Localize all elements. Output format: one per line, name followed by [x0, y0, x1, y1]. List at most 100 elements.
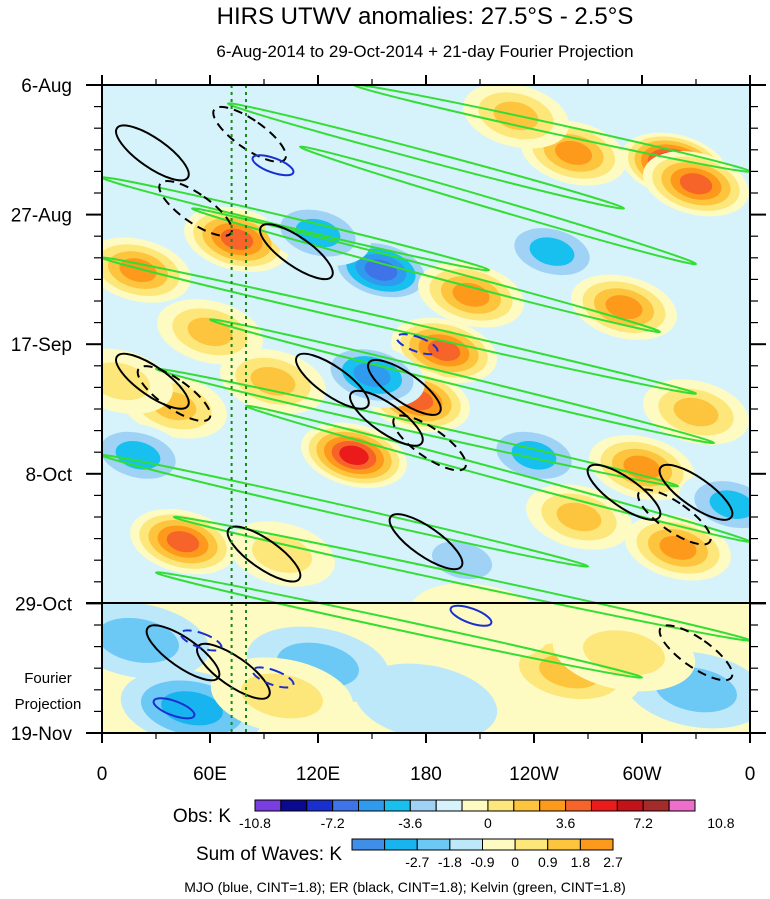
projection-label-line2: Projection	[15, 696, 82, 713]
er-contour	[388, 513, 464, 571]
anomaly-level	[709, 490, 750, 519]
colorbar-swatch	[514, 838, 549, 851]
projection-label-line1: Fourier	[24, 670, 72, 687]
projection-cell	[354, 663, 498, 733]
colorbar-level-label: 0.9	[538, 854, 558, 870]
kelvin-contour	[102, 256, 698, 395]
anomaly-level	[555, 140, 593, 165]
x-tick-label: 0	[745, 764, 756, 785]
reference-lines	[230, 85, 247, 733]
projection-level	[354, 663, 498, 733]
mjo-contour	[251, 154, 295, 177]
colorbar-level-label: -3.6	[398, 815, 422, 831]
colorbar-level-label: 0	[511, 854, 519, 870]
chart-title: HIRS UTWV anomalies: 27.5°S - 2.5°S	[217, 3, 634, 30]
waves-colorbar: -2.7 -1.8 -0.9 0 0.9 1.8 2.7	[351, 838, 623, 870]
anomaly-level	[427, 339, 461, 361]
anomaly-level	[556, 502, 602, 532]
anomaly-cell	[301, 422, 407, 488]
colorbar-swatch	[416, 838, 451, 851]
colorbar-level-label: 2.7	[603, 854, 623, 870]
colorbar-swatch	[449, 838, 483, 851]
anomaly-level	[102, 362, 151, 401]
colorbar-swatch	[358, 799, 385, 812]
x-tick-label: 60E	[193, 764, 227, 785]
colorbar-swatch	[351, 838, 386, 851]
colorbar-swatch	[482, 838, 516, 851]
er-contour	[212, 105, 287, 163]
waves-colorbar-label: Sum of Waves: K	[196, 844, 342, 865]
colorbar-level-label: 7.2	[634, 815, 654, 831]
colorbar-swatch	[306, 799, 334, 812]
er-contour	[586, 463, 662, 521]
anomaly-level	[673, 397, 719, 427]
colorbar-swatch	[254, 799, 282, 812]
obs-colorbar-label: Obs: K	[173, 806, 231, 827]
anomaly-cell	[625, 515, 731, 581]
colorbar-swatch	[565, 799, 592, 812]
anomaly-cell	[220, 348, 326, 414]
colorbar-swatch	[435, 799, 463, 812]
colorbar-swatch	[579, 838, 614, 851]
x-axis: 0 60E 120E 180 120W 60W 0	[97, 75, 756, 785]
anomaly-cell	[679, 471, 750, 538]
x-tick-label: 120E	[296, 764, 340, 785]
mjo-contour	[251, 666, 295, 689]
er-contour	[637, 488, 712, 546]
colorbar-swatch	[409, 799, 437, 812]
colorbar-swatch	[461, 799, 489, 812]
x-tick-label: 60W	[622, 764, 661, 785]
anomaly-level	[659, 535, 697, 560]
mjo-contour	[179, 629, 223, 652]
anomaly-level	[679, 173, 713, 195]
anomaly-level	[339, 445, 369, 465]
y-tick-label: 29-Oct	[15, 594, 73, 615]
colorbar-swatch	[383, 799, 411, 812]
anomaly-cell	[571, 274, 677, 340]
er-contour	[658, 624, 734, 682]
colorbar-level-label: 1.8	[571, 854, 591, 870]
mjo-contour	[449, 604, 493, 627]
kelvin-contour	[244, 404, 750, 543]
colorbar-swatch	[668, 799, 696, 812]
er-contour	[349, 389, 424, 447]
colorbar-swatch	[590, 799, 618, 812]
mjo-contour	[152, 697, 196, 720]
y-tick-label: 8-Oct	[26, 465, 73, 486]
anomaly-level	[529, 237, 575, 266]
anomaly-cell	[130, 509, 236, 575]
kelvin-contour	[208, 318, 716, 445]
x-tick-label: 0	[97, 764, 108, 785]
colorbar-swatch	[642, 799, 670, 812]
colorbar-level-label: 0	[484, 815, 492, 831]
colorbar-level-label: 3.6	[556, 815, 576, 831]
colorbar-level-label: -7.2	[321, 815, 345, 831]
y-tick-label: 17-Sep	[11, 335, 72, 356]
kelvin-contour	[298, 145, 698, 266]
colorbar-swatch	[539, 799, 567, 812]
er-contour	[226, 525, 302, 583]
kelvin-contour	[154, 571, 644, 679]
colorbar-level-label: -2.7	[405, 854, 429, 870]
projection-level	[583, 630, 665, 676]
chart-subtitle: 6-Aug-2014 to 29-Oct-2014 + 21-day Fouri…	[216, 42, 633, 61]
er-contour	[295, 352, 370, 410]
anomaly-cell	[499, 218, 605, 285]
er-contour	[115, 124, 190, 182]
colorbar-level-label: 10.8	[707, 815, 734, 831]
anomaly-level	[119, 258, 157, 283]
x-tick-label: 180	[410, 764, 442, 785]
colorbar-level-label: -1.8	[438, 854, 462, 870]
er-contour	[367, 358, 442, 416]
colorbar-swatch	[547, 838, 581, 851]
anomaly-cell	[157, 299, 263, 365]
y-tick-label: 27-Aug	[11, 206, 72, 227]
er-contour	[259, 223, 334, 281]
y-tick-label: 19-Nov	[11, 724, 73, 745]
kelvin-contour	[154, 367, 680, 488]
anomaly-level	[605, 295, 643, 320]
colorbar-swatch	[280, 799, 308, 812]
y-axis: 6-Aug 27-Aug 17-Sep 8-Oct 29-Oct 19-Nov	[11, 76, 766, 745]
y-tick-label: 6-Aug	[21, 76, 72, 97]
